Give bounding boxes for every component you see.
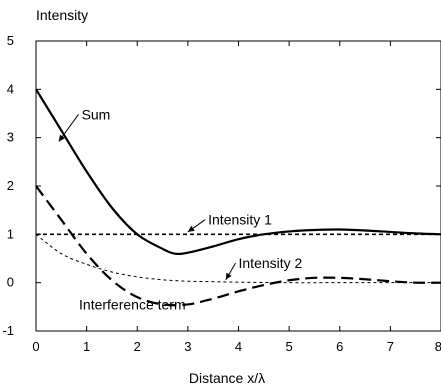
y-tick-label: -1 xyxy=(2,323,14,338)
series-interference-term xyxy=(35,185,441,307)
annotation-arrow-head xyxy=(187,225,195,232)
annotation-arrow-head xyxy=(225,272,232,280)
y-axis-ticks: -1 0 1 2 3 4 5 xyxy=(2,33,441,338)
x-tick-label: 1 xyxy=(83,339,90,354)
series-intensity-2 xyxy=(35,233,441,284)
series-lines xyxy=(35,88,441,307)
x-tick-label: 0 xyxy=(32,339,39,354)
y-tick-label: 0 xyxy=(7,275,14,290)
x-tick-label: 5 xyxy=(286,339,293,354)
annotation-label: Interference term xyxy=(79,296,186,312)
y-tick-label: 3 xyxy=(7,130,14,145)
y-tick-label: 1 xyxy=(7,226,14,241)
y-axis-title: Intensity xyxy=(36,7,88,23)
annotations: Sum Intensity 1 Intensity 2 Interference te… xyxy=(58,106,303,312)
annotation-label: Sum xyxy=(82,106,111,122)
x-tick-label: 2 xyxy=(134,339,141,354)
annotation-arrow-head xyxy=(58,134,65,142)
x-tick-label: 6 xyxy=(336,339,343,354)
annotation-label: Intensity 2 xyxy=(239,255,303,271)
annotation-label: Intensity 1 xyxy=(208,212,272,228)
x-tick-label: 3 xyxy=(184,339,191,354)
y-tick-label: 4 xyxy=(7,81,14,96)
x-tick-label: 4 xyxy=(235,339,242,354)
y-tick-label: 2 xyxy=(7,178,14,193)
x-tick-label: 8 xyxy=(435,339,441,354)
x-tick-label: 7 xyxy=(387,339,394,354)
x-axis-title: Distance x/λ xyxy=(189,370,265,386)
x-axis-ticks: 0 1 2 3 4 5 6 7 8 xyxy=(32,41,441,354)
series-sum xyxy=(35,88,441,256)
y-tick-label: 5 xyxy=(7,33,14,48)
